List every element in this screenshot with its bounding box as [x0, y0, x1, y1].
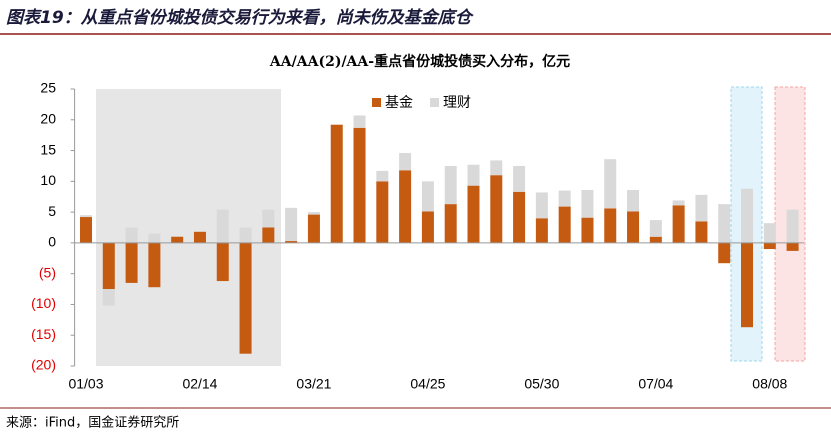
- bar: [763, 223, 776, 243]
- bar: [79, 217, 92, 243]
- source-note: 来源：iFind，国金证券研究所: [6, 415, 179, 431]
- y-tick-label: 10: [40, 172, 56, 188]
- bar: [285, 207, 298, 242]
- bar: [421, 211, 434, 243]
- x-tick-label: 08/08: [752, 376, 787, 392]
- bar: [102, 242, 115, 290]
- bar: [490, 160, 503, 176]
- bar: [695, 194, 708, 222]
- bar: [513, 191, 526, 243]
- bar: [444, 165, 457, 205]
- y-tick-label: (20): [31, 357, 56, 373]
- bar: [627, 189, 640, 212]
- x-tick-label: 01/03: [68, 376, 103, 392]
- bar: [741, 242, 754, 328]
- bar: [79, 215, 92, 218]
- x-tick-label: 03/21: [296, 376, 331, 392]
- bar: [672, 205, 685, 243]
- bar: [353, 115, 366, 128]
- y-tick-label: 15: [40, 141, 56, 157]
- plot: (20) (15) (10) (5) 0 5 10 15 20 25 01/03 02/14 03/21…: [31, 80, 804, 392]
- bar: [171, 236, 184, 243]
- bar: [148, 242, 161, 288]
- bar: [467, 185, 480, 243]
- figure-title: 图表19：从重点省份城投债交易行为来看，尚未伤及基金底仓: [6, 8, 475, 28]
- bar: [649, 220, 662, 237]
- y-tick-label: (10): [31, 295, 56, 311]
- legend-label: 理财: [443, 95, 471, 111]
- bar: [786, 209, 799, 243]
- bar: [695, 221, 708, 243]
- bar: [718, 204, 731, 243]
- bar: [627, 211, 640, 243]
- bar: [239, 227, 252, 243]
- chart-title: AA/AA(2)/AA-重点省份城投债买入分布，亿元: [269, 53, 570, 70]
- y-tick-label: 5: [48, 203, 56, 219]
- x-tick-label: 04/25: [410, 376, 445, 392]
- x-tick-label: 07/04: [638, 376, 673, 392]
- legend-swatch: [372, 98, 381, 107]
- bar: [718, 242, 731, 264]
- bar: [376, 181, 389, 243]
- bar: [285, 241, 298, 243]
- bar: [741, 188, 754, 243]
- bar: [672, 200, 685, 206]
- legend-label: 基金: [385, 94, 413, 111]
- bar: [125, 242, 138, 283]
- y-tick-label: (5): [39, 264, 56, 280]
- bar: [444, 204, 457, 243]
- bar: [513, 165, 526, 192]
- bar: [102, 289, 115, 306]
- bar: [353, 127, 366, 243]
- bar: [604, 159, 617, 209]
- bar: [421, 181, 434, 212]
- bar: [581, 217, 594, 243]
- bar: [558, 190, 571, 207]
- bar: [399, 170, 412, 243]
- bar: [558, 206, 571, 243]
- bar: [786, 242, 799, 251]
- bar: [262, 227, 275, 243]
- bar: [376, 170, 389, 182]
- bar: [581, 189, 594, 218]
- bar: [148, 233, 161, 243]
- y-tick-label: 25: [40, 80, 56, 96]
- x-tick-label: 05/30: [524, 376, 559, 392]
- bar: [193, 231, 206, 243]
- bar: [535, 192, 548, 219]
- y-tick-label: 0: [48, 234, 56, 250]
- bar: [467, 164, 480, 186]
- bar: [216, 242, 229, 282]
- bar: [330, 124, 343, 243]
- bar: [307, 212, 320, 215]
- bar: [262, 209, 275, 228]
- bar: [125, 227, 138, 243]
- bar: [399, 153, 412, 171]
- bar: [490, 175, 503, 243]
- bar: [216, 209, 229, 243]
- bar: [239, 242, 252, 354]
- y-tick-label: (15): [31, 326, 56, 342]
- bar: [307, 214, 320, 243]
- bar: [604, 208, 617, 243]
- y-tick-label: 20: [40, 110, 56, 126]
- bar: [535, 218, 548, 243]
- bar: [649, 236, 662, 243]
- x-tick-label: 02/14: [182, 376, 217, 392]
- legend-swatch: [430, 98, 439, 107]
- shaded-period: [96, 89, 281, 366]
- bar: [763, 242, 776, 250]
